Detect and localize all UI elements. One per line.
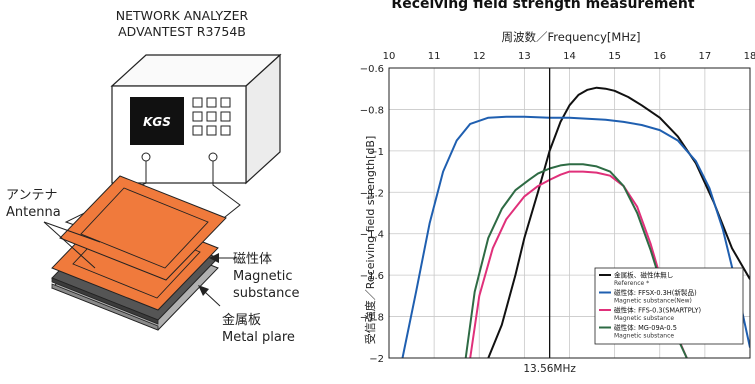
port-2-connector: [208, 152, 218, 162]
sample-stack: [51, 175, 227, 331]
marker-label: 13.56MHz: [523, 363, 576, 375]
x-tick-label: 17: [699, 51, 712, 62]
setup-illustration: NETWORK ANALYZER ADVANTEST R3754B KGS: [6, 8, 300, 345]
plot-frame: [388, 67, 751, 359]
legend-entry-name: 磁性体: FFS-0.3(SMARTPLY): [614, 306, 701, 315]
antenna-label-jp: アンテナ: [6, 188, 57, 203]
series-line-2: [401, 115, 750, 358]
legend-entry-name: 磁性体: MG-09A-0.5: [614, 323, 677, 332]
antenna-label-en: Antenna: [6, 205, 61, 220]
x-tick-label: 14: [563, 51, 576, 62]
metal-label-en: Metal plare: [222, 330, 295, 345]
analyzer-screen: [130, 97, 184, 145]
legend-entry-name: 金属板、磁性体無し: [614, 271, 673, 280]
upper-antenna: [59, 175, 227, 281]
magnetic-label-en-line2: substance: [233, 286, 300, 301]
y-tick-label: −1.8: [360, 313, 384, 324]
y-tick-labels: −0.6 −0.8 −1 −1.2 −1.4 −1.6 −1.8 −2: [360, 64, 384, 365]
x-tick-label: 12: [473, 51, 486, 62]
x-tick-label: 11: [428, 51, 441, 62]
legend-entry-sublabel: Magnetic substance: [614, 333, 674, 340]
y-tick-label: −1.4: [360, 230, 384, 241]
x-tick-label: 15: [608, 51, 621, 62]
instrument-name-line1: NETWORK ANALYZER: [116, 8, 249, 23]
x-tick-label: 13: [518, 51, 531, 62]
legend-entry-name: 磁性体: FFSX-0.3H(新製品): [614, 288, 697, 297]
x-tick-labels: 10 11 12 13 14 15 16 17 18: [383, 51, 755, 62]
chart-series: [401, 86, 750, 358]
y-tick-label: −0.6: [360, 64, 384, 75]
metal-label-jp: 金属板: [222, 312, 261, 328]
series-line-3: [469, 170, 688, 358]
receiving-strength-chart: Receiving field strength measurement 周波数…: [360, 0, 755, 375]
port-1-connector: [141, 152, 151, 162]
x-tick-label: 16: [653, 51, 666, 62]
legend-entry-sublabel: Magnetic substance: [614, 315, 674, 322]
y-tick-label: −2: [369, 354, 384, 365]
magnetic-label-en-line1: Magnetic: [233, 269, 293, 284]
y-axis-title: 受信強度／Receiving field strength[dB]: [363, 136, 377, 344]
legend-entry-sublabel: Reference *: [614, 280, 649, 287]
y-tick-label: −0.8: [360, 105, 384, 116]
network-analyzer-illustration: KGS: [110, 53, 282, 185]
frequency-marker: 13.56MHz: [523, 68, 576, 375]
y-tick-label: −1: [369, 147, 384, 158]
y-tick-label: −1.2: [360, 188, 384, 199]
instrument-name-line2: ADVANTEST R3754B: [118, 24, 246, 39]
x-tick-label: 18: [744, 51, 755, 62]
magnetic-label-jp: 磁性体: [233, 252, 272, 267]
x-axis-title: 周波数／Frequency[MHz]: [502, 30, 641, 44]
series-line-4: [464, 163, 688, 358]
x-tick-label: 10: [383, 51, 396, 62]
legend-entry-sublabel: Magnetic substance(New): [614, 298, 692, 305]
y-tick-label: −1.6: [360, 271, 384, 282]
legend-box: [594, 267, 744, 345]
chart-title: Receiving field strength measurement: [391, 0, 694, 12]
kgs-logo: KGS: [143, 115, 171, 129]
